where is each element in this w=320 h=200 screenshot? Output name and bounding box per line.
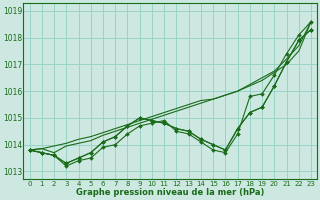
X-axis label: Graphe pression niveau de la mer (hPa): Graphe pression niveau de la mer (hPa): [76, 188, 265, 197]
